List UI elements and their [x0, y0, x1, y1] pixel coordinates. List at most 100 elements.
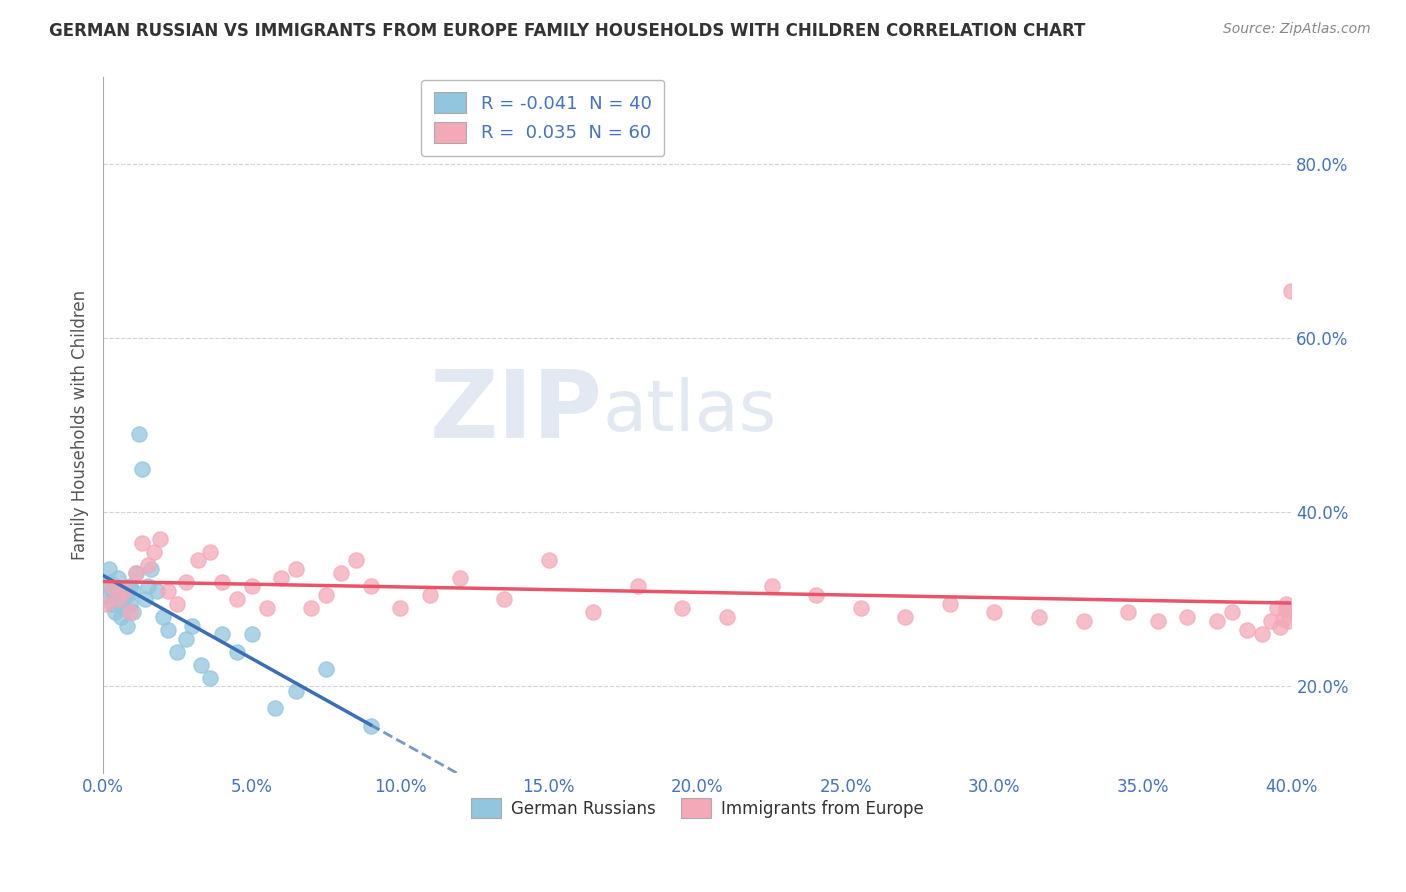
Point	[136, 579, 159, 593]
Point	[537, 553, 560, 567]
Point	[136, 558, 159, 572]
Point	[1028, 610, 1050, 624]
Point	[1274, 597, 1296, 611]
Point	[94, 588, 117, 602]
Point	[98, 575, 121, 590]
Point	[1236, 623, 1258, 637]
Point	[110, 610, 132, 624]
Point	[107, 592, 129, 607]
Point	[101, 583, 124, 598]
Point	[939, 597, 962, 611]
Point	[107, 592, 129, 607]
Point	[315, 588, 337, 602]
Point	[118, 597, 141, 611]
Point	[142, 544, 165, 558]
Point	[104, 579, 127, 593]
Point	[1281, 284, 1303, 298]
Point	[107, 571, 129, 585]
Point	[211, 627, 233, 641]
Point	[118, 606, 141, 620]
Point	[121, 606, 143, 620]
Point	[627, 579, 650, 593]
Point	[360, 718, 382, 732]
Point	[1265, 601, 1288, 615]
Text: GERMAN RUSSIAN VS IMMIGRANTS FROM EUROPE FAMILY HOUSEHOLDS WITH CHILDREN CORRELA: GERMAN RUSSIAN VS IMMIGRANTS FROM EUROPE…	[49, 22, 1085, 40]
Point	[1073, 614, 1095, 628]
Point	[1268, 620, 1291, 634]
Point	[285, 562, 308, 576]
Point	[264, 701, 287, 715]
Y-axis label: Family Households with Children: Family Households with Children	[72, 291, 89, 560]
Point	[139, 562, 162, 576]
Point	[389, 601, 412, 615]
Point	[128, 427, 150, 442]
Point	[299, 601, 322, 615]
Point	[1206, 614, 1229, 628]
Point	[1281, 603, 1303, 617]
Point	[110, 597, 132, 611]
Point	[118, 579, 141, 593]
Point	[198, 544, 221, 558]
Point	[181, 618, 204, 632]
Point	[115, 618, 138, 632]
Point	[157, 623, 180, 637]
Point	[804, 588, 827, 602]
Point	[315, 662, 337, 676]
Text: Source: ZipAtlas.com: Source: ZipAtlas.com	[1223, 22, 1371, 37]
Point	[131, 536, 153, 550]
Point	[152, 610, 174, 624]
Point	[1220, 606, 1243, 620]
Point	[176, 575, 198, 590]
Point	[849, 601, 872, 615]
Point	[1146, 614, 1168, 628]
Point	[1250, 627, 1272, 641]
Point	[198, 671, 221, 685]
Point	[112, 601, 135, 615]
Point	[134, 592, 156, 607]
Legend: German Russians, Immigrants from Europe: German Russians, Immigrants from Europe	[464, 792, 931, 824]
Point	[145, 583, 167, 598]
Point	[270, 571, 292, 585]
Point	[419, 588, 441, 602]
Point	[125, 566, 148, 581]
Point	[1177, 610, 1199, 624]
Point	[125, 566, 148, 581]
Point	[240, 579, 263, 593]
Point	[211, 575, 233, 590]
Point	[285, 683, 308, 698]
Point	[225, 645, 247, 659]
Point	[115, 588, 138, 602]
Point	[1271, 611, 1294, 625]
Point	[329, 566, 352, 581]
Point	[148, 532, 170, 546]
Point	[166, 645, 188, 659]
Point	[1116, 606, 1139, 620]
Point	[104, 606, 127, 620]
Point	[187, 553, 209, 567]
Point	[240, 627, 263, 641]
Point	[157, 583, 180, 598]
Point	[716, 610, 738, 624]
Text: atlas: atlas	[602, 377, 776, 446]
Point	[121, 583, 143, 598]
Point	[1277, 601, 1299, 615]
Point	[190, 657, 212, 672]
Point	[1277, 614, 1299, 628]
Point	[94, 597, 117, 611]
Point	[176, 632, 198, 646]
Point	[112, 583, 135, 598]
Point	[761, 579, 783, 593]
Point	[344, 553, 367, 567]
Point	[1274, 603, 1296, 617]
Point	[894, 610, 917, 624]
Point	[983, 606, 1005, 620]
Point	[101, 597, 124, 611]
Text: ZIP: ZIP	[429, 366, 602, 458]
Point	[582, 606, 605, 620]
Point	[1260, 614, 1282, 628]
Point	[101, 579, 124, 593]
Point	[449, 571, 471, 585]
Point	[98, 562, 121, 576]
Point	[166, 597, 188, 611]
Point	[112, 583, 135, 598]
